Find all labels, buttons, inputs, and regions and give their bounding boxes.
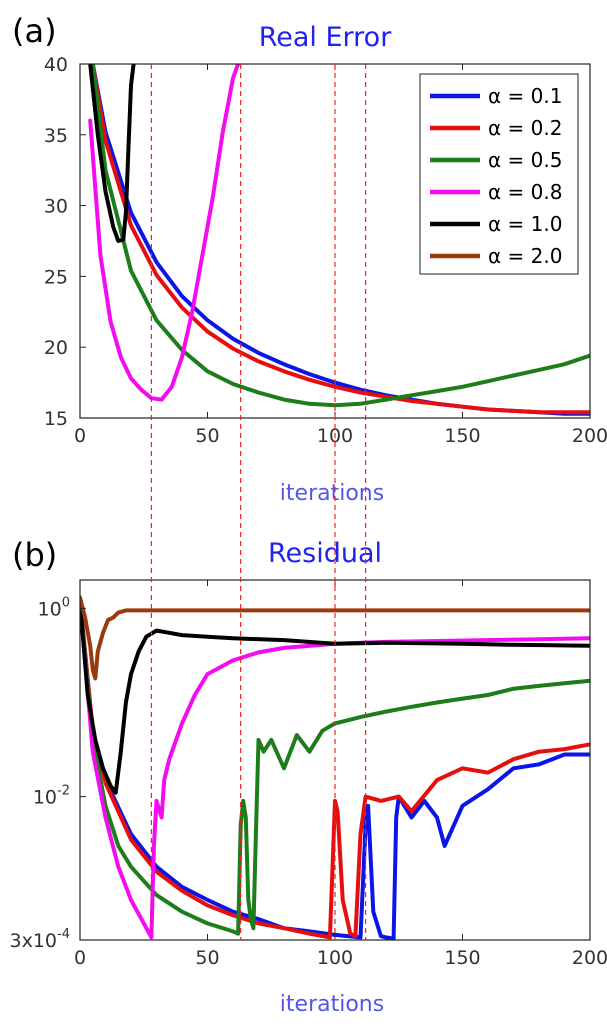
y-tick-label: 100 [38,595,70,620]
legend-entry-label: α = 1.0 [488,212,562,236]
series-line-alpha-05-error [90,64,590,408]
legend: α = 0.1 α = 0.2 α = 0.5 α = 0.8 α = 1.0 α = 2… [419,73,579,275]
series-line-alpha-08-error [88,64,241,402]
series-line-alpha-01-residual [80,598,590,940]
x-tick-label: 100 [317,947,353,969]
chart-b-xlabel: iterations [280,992,384,1017]
y-tick-label: 15 [44,408,68,430]
panel-label-a: (a) [12,12,57,50]
x-tick-label: 0 [74,425,86,447]
x-tick-label: 150 [444,947,480,969]
chart-a-title: Real Error [259,22,393,53]
x-tick-label: 0 [74,947,86,969]
legend-box [419,73,579,275]
series-line-alpha-05-residual [80,598,590,936]
legend-entry-label: α = 0.5 [488,148,562,172]
legend-entry-label: α = 0.8 [488,180,562,204]
series-line-alpha-10-error [88,64,136,243]
x-tick-label: 50 [195,425,219,447]
legend-entry-label: α = 0.2 [488,116,562,140]
x-tick-label: 150 [444,425,480,447]
y-tick-label: 30 [44,196,68,218]
panel-label-b: (b) [12,536,57,574]
series-line-alpha-02-error [90,64,590,415]
chart-b-plot-area: 0 50 100 150 200 100 10-2 3x10-4 [10,579,607,969]
y-tick-label: 25 [44,266,68,288]
chart-a-xlabel: iterations [280,481,384,506]
legend-entry-label: α = 0.1 [488,84,562,108]
y-tick-label: 10-2 [33,784,70,809]
x-tick-label: 200 [572,947,607,969]
y-tick-label: 40 [44,54,68,76]
y-tick-label: 35 [44,125,68,147]
x-tick-label: 50 [195,947,219,969]
legend-entry-label: α = 2.0 [488,244,562,268]
y-tick-label: 20 [44,337,68,359]
series-line-alpha-20-residual [80,595,590,681]
reference-lines [150,64,367,940]
series-line-alpha-02-residual [80,598,590,940]
chart-b-title: Residual [268,538,382,569]
y-tick-label: 3x10-4 [10,927,70,952]
x-tick-label: 200 [572,425,607,447]
